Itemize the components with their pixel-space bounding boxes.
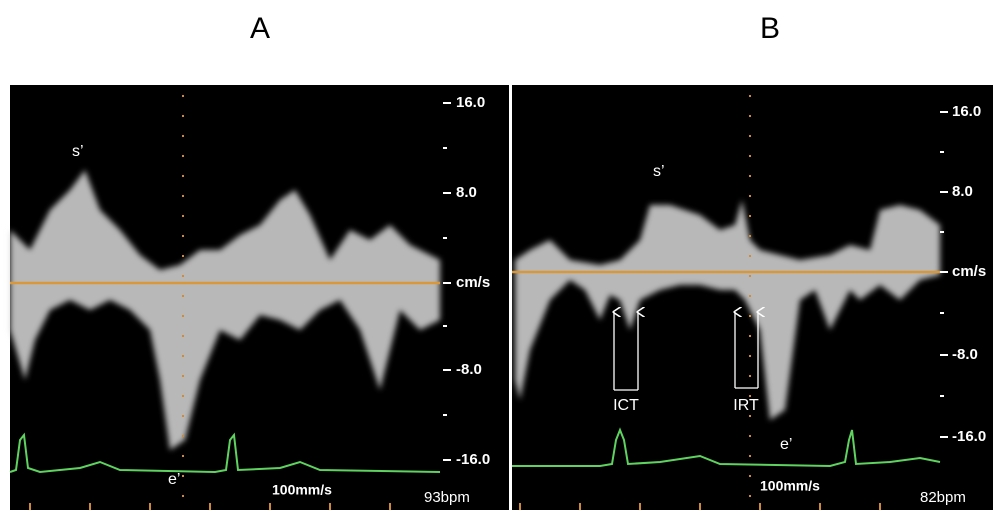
ecg-trace: [512, 427, 941, 468]
time-ticks: [519, 503, 881, 510]
scale-label: cm/s: [456, 274, 490, 291]
scale-label: -16.0: [456, 451, 490, 468]
panel-label: A: [250, 12, 270, 45]
divider: [509, 85, 512, 510]
interval-arrows: [614, 312, 758, 391]
scale-label: 8.0: [456, 184, 477, 201]
scale-label: 16.0: [952, 103, 981, 120]
scale-ticks: [940, 111, 948, 438]
panel-b: 16.0 8.0 cm/s -8.0 -16.0 s’ e’ ICT IRT 1…: [512, 85, 993, 510]
scale-ticks: [443, 102, 451, 461]
scale-label: 16.0: [456, 94, 485, 111]
panel-a: 16.0 8.0 cm/s -8.0 -16.0 s’ e’ 100mm/s 9…: [9, 85, 510, 510]
scale-label: -8.0: [952, 346, 978, 363]
interval-label: IRT: [733, 397, 759, 414]
time-ticks: [29, 503, 391, 510]
scale-label: -16.0: [952, 428, 986, 445]
interval-label: ICT: [613, 397, 639, 414]
sweep-speed: 100mm/s: [760, 478, 820, 494]
doppler-signal: [515, 200, 940, 420]
ecg-trace: [9, 432, 441, 474]
heart-rate: 93bpm: [424, 489, 470, 506]
peak-label: s’: [653, 163, 665, 180]
peak-label: e’: [780, 436, 792, 453]
peak-label: e’: [168, 471, 180, 488]
scale-label: cm/s: [952, 263, 986, 280]
scale-label: -8.0: [456, 361, 482, 378]
panel-label: B: [760, 12, 780, 45]
peak-label: s’: [72, 143, 84, 160]
doppler-signal: [10, 170, 440, 450]
sweep-speed: 100mm/s: [272, 482, 332, 498]
scale-label: 8.0: [952, 183, 973, 200]
heart-rate: 82bpm: [920, 489, 966, 506]
